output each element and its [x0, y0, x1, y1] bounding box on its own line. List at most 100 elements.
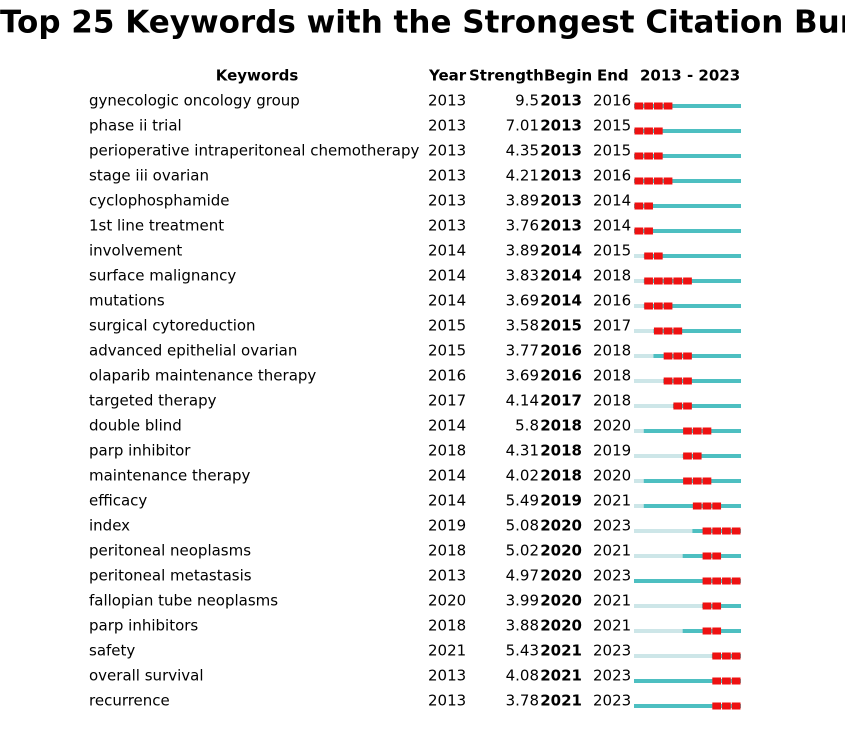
end: 2023 [593, 667, 631, 685]
keyword: index [89, 517, 130, 535]
burst [712, 652, 722, 660]
keyword: surgical cytoreduction [89, 317, 256, 335]
burst [653, 127, 663, 135]
strength: 3.83 [506, 267, 539, 285]
year: 2013 [428, 167, 466, 185]
burst [653, 252, 663, 260]
end: 2017 [593, 317, 631, 335]
burst [673, 327, 683, 335]
pre-appearance [634, 554, 683, 558]
keyword: mutations [89, 292, 165, 310]
active-span [643, 279, 741, 283]
pre-appearance [634, 504, 644, 508]
begin: 2015 [540, 317, 582, 335]
active-span [643, 479, 741, 483]
header: End [597, 67, 629, 85]
end: 2018 [593, 342, 631, 360]
burst [634, 152, 644, 160]
strength: 5.02 [506, 542, 539, 560]
burst [731, 527, 741, 535]
burst [653, 152, 663, 160]
keyword: advanced epithelial ovarian [89, 342, 297, 360]
strength: 3.88 [506, 617, 539, 635]
burst [644, 227, 653, 235]
end: 2021 [593, 617, 631, 635]
pre-appearance [634, 454, 683, 458]
pre-appearance [634, 629, 683, 633]
burst [722, 527, 731, 535]
year: 2018 [428, 442, 466, 460]
end: 2015 [593, 142, 631, 160]
keyword: gynecologic oncology group [89, 92, 300, 110]
end: 2018 [593, 367, 631, 385]
keyword: peritoneal neoplasms [89, 542, 251, 560]
year: 2016 [428, 367, 466, 385]
begin: 2021 [540, 692, 582, 710]
burst [644, 252, 653, 260]
strength: 3.78 [506, 692, 539, 710]
active-span [672, 404, 741, 408]
begin: 2014 [540, 292, 582, 310]
year: 2014 [428, 267, 466, 285]
active-span [653, 354, 741, 358]
burst [712, 577, 722, 585]
strength: 5.49 [506, 492, 539, 510]
begin: 2013 [540, 142, 582, 160]
burst [634, 202, 644, 210]
burst [673, 277, 683, 285]
burst [712, 677, 722, 685]
pre-appearance [634, 304, 644, 308]
pre-appearance [634, 254, 644, 258]
active-span [653, 329, 741, 333]
burst [653, 177, 663, 185]
strength: 4.31 [506, 442, 539, 460]
burst [683, 377, 692, 385]
burst [731, 652, 741, 660]
keyword: olaparib maintenance therapy [89, 367, 316, 385]
burst [722, 702, 731, 710]
active-span [682, 554, 741, 558]
burst [712, 702, 722, 710]
begin: 2013 [540, 117, 582, 135]
burst [692, 477, 702, 485]
burst [702, 427, 712, 435]
burst [634, 127, 644, 135]
burst [683, 427, 692, 435]
end: 2023 [593, 642, 631, 660]
pre-appearance [634, 279, 644, 283]
active-span [643, 429, 741, 433]
year: 2018 [428, 542, 466, 560]
strength: 3.89 [506, 242, 539, 260]
end: 2016 [593, 167, 631, 185]
keyword: perioperative intraperitoneal chemothera… [89, 142, 419, 160]
burst [702, 577, 712, 585]
burst [653, 102, 663, 110]
year: 2014 [428, 467, 466, 485]
year: 2013 [428, 217, 466, 235]
keyword: fallopian tube neoplasms [89, 592, 278, 610]
active-span [634, 204, 741, 208]
year: 2014 [428, 292, 466, 310]
burst [644, 127, 653, 135]
keyword: parp inhibitor [89, 442, 191, 460]
keyword: double blind [89, 417, 182, 435]
header: Begin [544, 67, 592, 85]
strength: 5.8 [515, 417, 539, 435]
burst [712, 602, 722, 610]
burst [663, 302, 673, 310]
burst [663, 327, 673, 335]
burst [653, 327, 663, 335]
active-span [643, 304, 741, 308]
keyword: stage iii ovarian [89, 167, 209, 185]
end: 2021 [593, 592, 631, 610]
burst [692, 502, 702, 510]
keyword: peritoneal metastasis [89, 567, 252, 585]
end: 2019 [593, 442, 631, 460]
burst [683, 452, 692, 460]
burst [663, 277, 673, 285]
strength: 3.69 [506, 367, 539, 385]
year: 2013 [428, 92, 466, 110]
active-span [682, 454, 741, 458]
begin: 2020 [540, 542, 582, 560]
year: 2015 [428, 317, 466, 335]
